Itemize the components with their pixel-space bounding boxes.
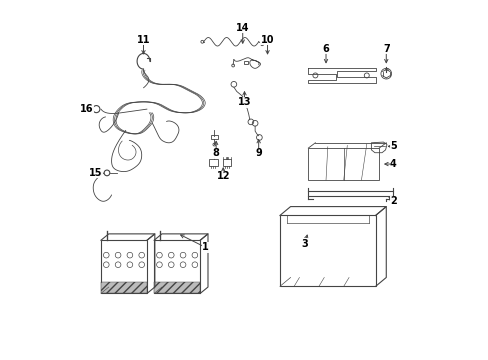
Bar [211, 135, 217, 139]
Text: 9: 9 [255, 148, 262, 158]
Text: 16: 16 [80, 104, 93, 114]
Text: 3: 3 [301, 239, 307, 249]
Bar [154, 282, 200, 293]
Bar [101, 240, 147, 293]
Text: 4: 4 [389, 159, 396, 169]
Text: 15: 15 [89, 168, 102, 178]
Bar [101, 282, 147, 293]
Bar [244, 61, 247, 64]
Text: 10: 10 [260, 35, 274, 45]
Text: 8: 8 [212, 148, 219, 158]
Bar [307, 148, 378, 180]
Bar [154, 240, 200, 293]
Text: 7: 7 [382, 44, 389, 54]
Text: 11: 11 [137, 35, 150, 45]
Text: 1: 1 [202, 242, 208, 252]
Bar [209, 159, 218, 166]
Bar [279, 215, 375, 286]
Text: 2: 2 [389, 196, 396, 206]
Text: 14: 14 [236, 23, 249, 33]
Bar [222, 159, 231, 166]
Text: 5: 5 [389, 141, 396, 151]
Text: 12: 12 [216, 171, 229, 181]
Text: 6: 6 [322, 44, 329, 54]
Text: 13: 13 [237, 97, 251, 107]
